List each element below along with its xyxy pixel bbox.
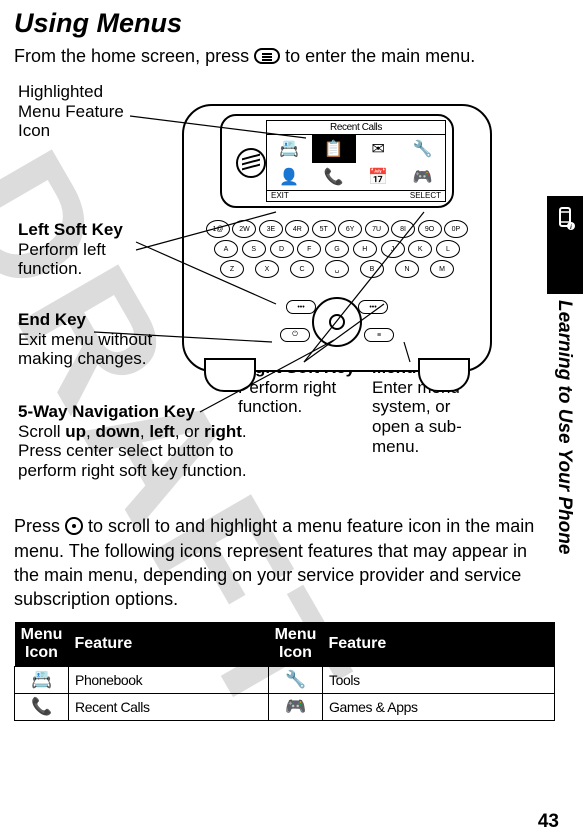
cell-feature: Tools (322, 666, 554, 693)
cell-icon: 🎮 (268, 693, 322, 720)
body-after: to scroll to and highlight a menu featur… (14, 516, 534, 609)
th-feature-2: Feature (322, 622, 554, 667)
callout-end-key: End KeyExit menu without making changes. (18, 310, 158, 369)
cell-feature: Recent Calls (69, 693, 269, 720)
callout-5way-body: Scroll up, down, left, or right. Press c… (18, 422, 247, 480)
lcd-softkey-bar: EXIT SELECT (267, 190, 445, 201)
lcd-icon-calendar: 📅 (356, 163, 401, 191)
intro-text-after: to enter the main menu. (280, 46, 475, 66)
cell-feature: Phonebook (69, 666, 269, 693)
callout-5way-head: 5-Way Navigation Key (18, 402, 195, 421)
cell-feature: Games & Apps (322, 693, 554, 720)
cell-icon: 📇 (15, 666, 69, 693)
screen-frame: Recent Calls 📇 📋 ✉ 🔧 👤 📞 📅 🎮 EXIT SELECT (220, 114, 454, 208)
menu-key-icon (254, 48, 280, 64)
phone-device: Recent Calls 📇 📋 ✉ 🔧 👤 📞 📅 🎮 EXIT SELECT (182, 104, 492, 372)
lcd-screen: Recent Calls 📇 📋 ✉ 🔧 👤 📞 📅 🎮 EXIT SELECT (266, 120, 446, 202)
lcd-icon-recent: 📞 (312, 163, 357, 191)
intro-text-before: From the home screen, press (14, 46, 254, 66)
callout-rsk-body: Perform right function. (238, 378, 336, 417)
lcd-icon-games: 🎮 (401, 163, 446, 191)
page-number: 43 (538, 811, 559, 833)
body-before: Press (14, 516, 65, 536)
th-feature-1: Feature (69, 622, 269, 667)
body-paragraph: Press to scroll to and highlight a menu … (14, 514, 555, 611)
lcd-title: Recent Calls (267, 121, 445, 135)
lcd-icon-phonebook: 📇 (267, 135, 312, 163)
callout-end-body: Exit menu without making changes. (18, 330, 152, 369)
callout-highlighted-icon: Highlighted Menu Feature Icon (18, 82, 138, 141)
lcd-icon-tools: 🔧 (401, 135, 446, 163)
cell-icon: 🔧 (268, 666, 322, 693)
callout-lsk-body: Perform left function. (18, 240, 106, 279)
lcd-soft-right: SELECT (410, 191, 441, 200)
table-row: 📇 Phonebook 🔧 Tools (15, 666, 555, 693)
dpad-wrap (301, 292, 373, 352)
intro-paragraph: From the home screen, press to enter the… (14, 45, 555, 68)
callout-5way-key: 5-Way Navigation KeyScroll up, down, lef… (18, 402, 248, 480)
lcd-icon-grid: 📇 📋 ✉ 🔧 👤 📞 📅 🎮 (267, 135, 445, 190)
lcd-icon-highlighted: 📋 (312, 135, 357, 163)
lcd-icon-messages: ✉ (356, 135, 401, 163)
th-menu-icon-1: MenuIcon (15, 622, 69, 667)
callout-end-head: End Key (18, 310, 86, 329)
page-title: Using Menus (14, 8, 555, 39)
menu-icon-table: MenuIcon Feature MenuIcon Feature 📇 Phon… (14, 622, 555, 721)
dpad (312, 297, 362, 347)
keypad: 1@2W3E4R5T6Y7U8I9O0P ASDFGHJKL ZXC␣BNM •… (206, 218, 468, 352)
page-content: Using Menus From the home screen, press … (0, 0, 583, 721)
lcd-icon-profile: 👤 (267, 163, 312, 191)
lcd-soft-left: EXIT (271, 191, 289, 200)
speaker-icon (236, 148, 266, 178)
callout-highlighted-text: Highlighted Menu Feature Icon (18, 82, 124, 140)
cell-icon: 📞 (15, 693, 69, 720)
table-row: 📞 Recent Calls 🎮 Games & Apps (15, 693, 555, 720)
dpad-center (329, 314, 345, 330)
nav-key-icon (65, 517, 83, 535)
th-menu-icon-2: MenuIcon (268, 622, 322, 667)
callout-left-soft-key: Left Soft KeyPerform left function. (18, 220, 148, 279)
phone-diagram: Highlighted Menu Feature Icon Left Soft … (14, 82, 555, 512)
callout-lsk-head: Left Soft Key (18, 220, 123, 239)
